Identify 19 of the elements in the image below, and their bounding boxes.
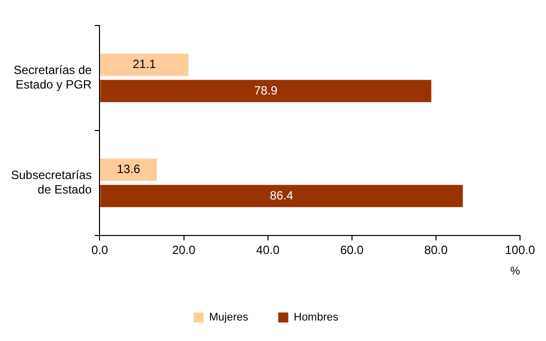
data-label: 78.9 xyxy=(254,83,278,98)
bar xyxy=(100,184,463,208)
x-tick-label: 100.0 xyxy=(504,242,536,257)
y-tick-label: Secretarías de Estado y PGR xyxy=(14,63,92,92)
legend-label: Mujeres xyxy=(209,312,249,324)
data-label: 21.1 xyxy=(132,57,156,72)
data-label: 86.4 xyxy=(270,188,294,202)
y-tick-label: Subsecretarías de Estado xyxy=(10,168,92,196)
x-tick-label: 0.0 xyxy=(91,242,108,257)
bar xyxy=(100,158,157,181)
x-tick-label: 40.0 xyxy=(256,242,280,257)
x-tick-label: 20.0 xyxy=(172,242,196,257)
bar xyxy=(100,80,432,102)
legend-label: Hombres xyxy=(294,312,339,324)
bar xyxy=(100,54,188,76)
x-tick-label: 60.0 xyxy=(340,242,364,257)
x-axis-title: % xyxy=(510,265,520,278)
x-tick-label: 80.0 xyxy=(424,242,448,257)
data-label: 13.6 xyxy=(116,162,141,176)
